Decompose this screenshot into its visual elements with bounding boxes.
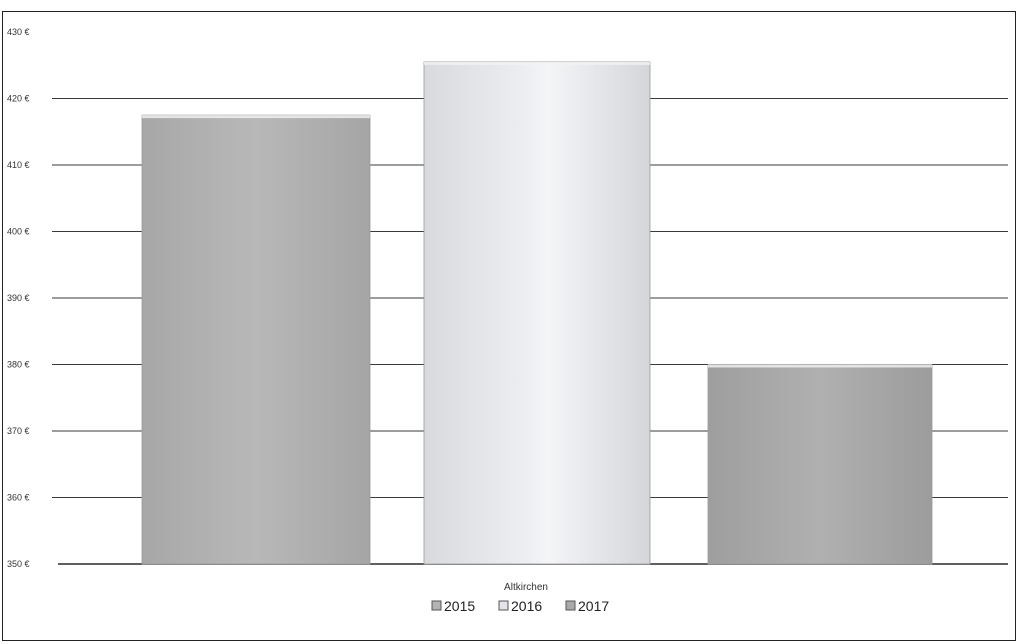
y-tick-label: 390 €	[7, 293, 30, 303]
y-tick-label: 420 €	[7, 94, 30, 104]
legend-item-2016: 2016	[498, 598, 542, 614]
bars	[141, 61, 933, 565]
y-tick-label: 360 €	[7, 493, 30, 503]
legend-label: 2017	[578, 598, 609, 614]
category-label: Altkirchen	[504, 582, 548, 593]
y-tick-label: 400 €	[7, 227, 30, 237]
legend-item-2017: 2017	[565, 598, 609, 614]
bar-2016	[423, 61, 651, 565]
bar-top-highlight	[424, 61, 650, 65]
legend: 2015 2016 2017	[431, 598, 609, 614]
legend-label: 2016	[511, 598, 542, 614]
legend-swatch	[498, 600, 509, 611]
legend-label: 2015	[444, 598, 475, 614]
bar-2015	[141, 114, 371, 565]
legend-swatch	[431, 600, 442, 611]
legend-item-2015: 2015	[431, 598, 475, 614]
y-tick-label: 350 €	[7, 559, 30, 569]
y-tick-label: 410 €	[7, 160, 30, 170]
bar-top-highlight	[708, 364, 932, 368]
y-tick-label: 380 €	[7, 360, 30, 370]
y-tick-label: 430 €	[7, 27, 30, 37]
legend-swatch	[565, 600, 576, 611]
bar-2017	[707, 364, 933, 565]
y-tick-label: 370 €	[7, 426, 30, 436]
category-axis: Altkirchen	[504, 582, 548, 593]
bar-top-highlight	[142, 115, 370, 119]
